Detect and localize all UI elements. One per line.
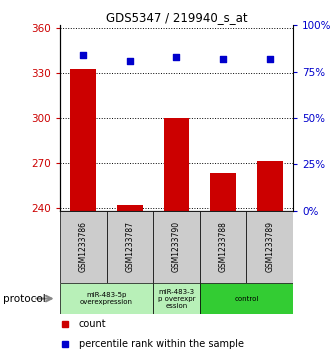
Point [267,56,272,62]
Bar [257,161,282,211]
Title: GDS5347 / 219940_s_at: GDS5347 / 219940_s_at [106,11,247,24]
Text: GSM1233786: GSM1233786 [79,221,88,272]
Text: miR-483-3
p overexpr
ession: miR-483-3 p overexpr ession [158,289,195,309]
Point [220,56,226,62]
Bar [107,211,153,283]
Bar [117,205,143,211]
Bar [246,211,293,283]
Text: percentile rank within the sample: percentile rank within the sample [79,339,243,350]
Text: GSM1233789: GSM1233789 [265,221,274,272]
Text: GSM1233790: GSM1233790 [172,221,181,272]
Point [174,54,179,60]
Text: count: count [79,318,106,329]
Text: protocol: protocol [3,294,46,303]
Point [127,58,133,64]
Bar [164,118,189,211]
Text: miR-483-5p
overexpression: miR-483-5p overexpression [80,292,133,305]
Text: control: control [234,295,259,302]
Bar [153,283,200,314]
Text: GSM1233787: GSM1233787 [125,221,135,272]
Bar [210,173,236,211]
Bar [200,211,246,283]
Point [81,52,86,58]
Bar [153,211,200,283]
Bar [71,69,96,211]
Bar [60,283,153,314]
Text: GSM1233788: GSM1233788 [218,221,228,272]
Bar [60,211,107,283]
Bar [200,283,293,314]
